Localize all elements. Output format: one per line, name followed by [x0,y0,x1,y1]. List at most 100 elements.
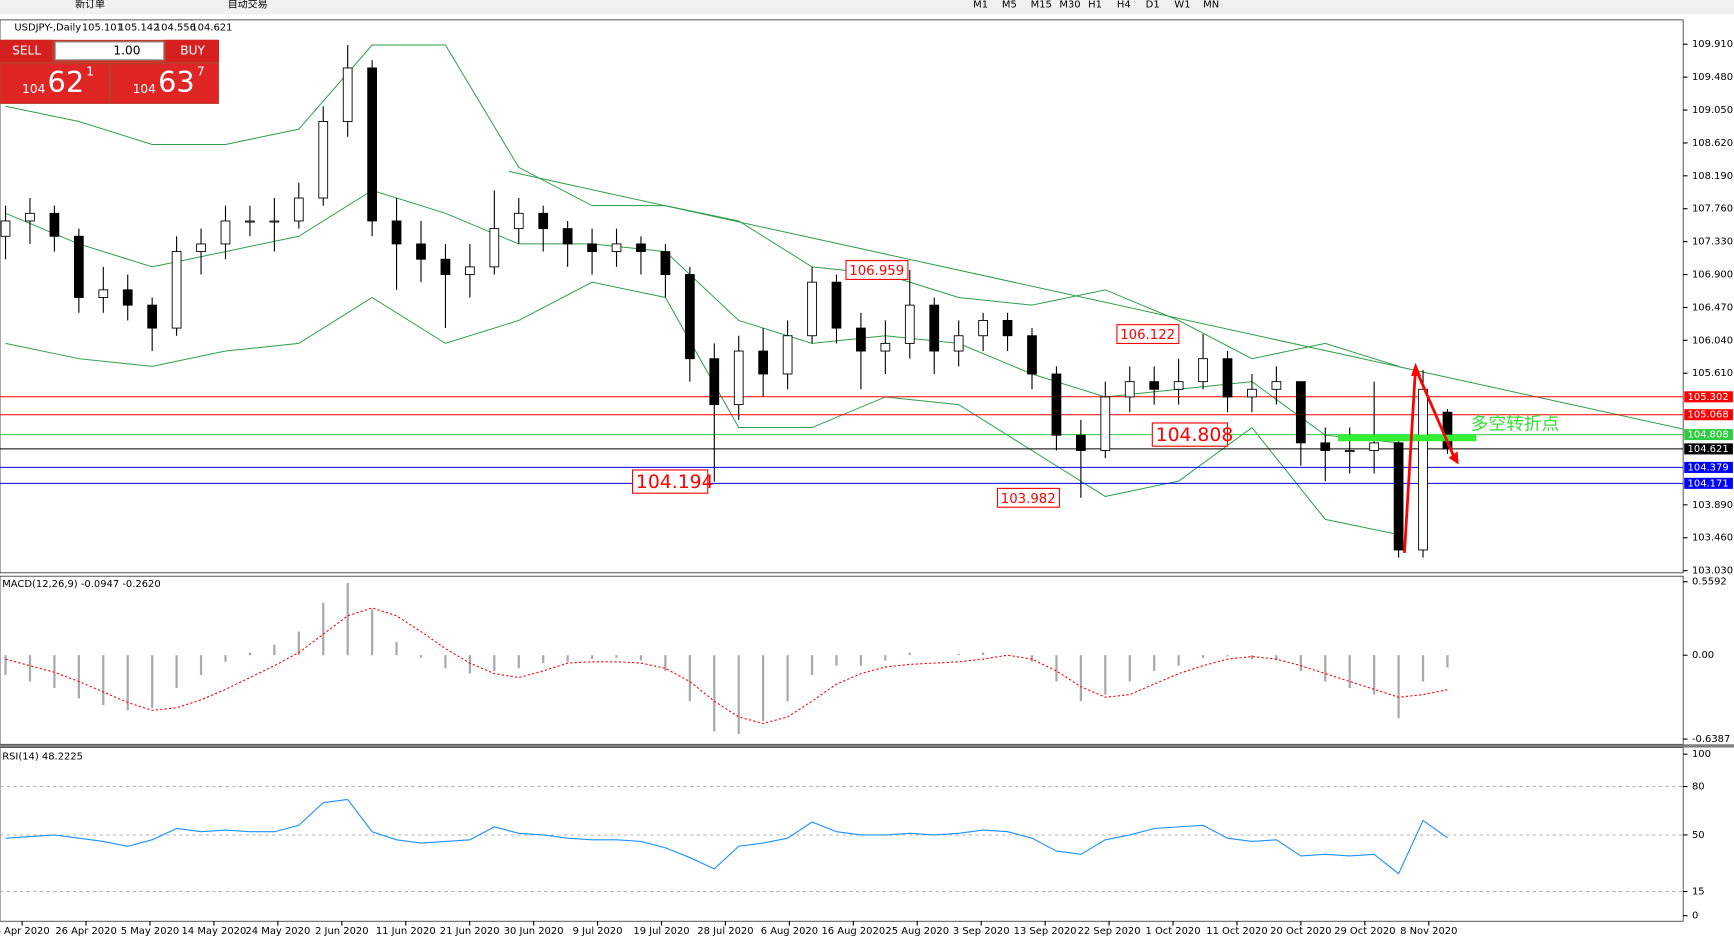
candle-body [49,212,60,237]
candle-body [122,289,133,306]
candle-body [269,220,280,223]
y-tick-label: 107.330 [1692,237,1733,248]
volume-box[interactable] [54,41,165,61]
buy-price-box[interactable] [111,64,218,103]
new-order[interactable]: 新订单 [75,0,105,10]
timeframe[interactable]: M15 [1031,0,1052,10]
candle-body [1198,358,1208,383]
x-tick-label: 21 Jun 2020 [440,926,500,937]
y-tick-label: 105.610 [1692,368,1733,379]
arrow-head [1411,362,1422,376]
callout-box [996,487,1060,508]
candle-body [1320,442,1331,451]
timeframe[interactable]: W1 [1174,0,1190,10]
buy-price-pips: 63 [158,65,195,99]
candle-body [1393,442,1404,551]
callout-label: 103.982 [1001,492,1056,507]
price-level-tag [1684,461,1733,473]
callout-label: 106.959 [849,264,904,279]
y-tick-label: 103.890 [1692,500,1733,511]
candle-body [220,220,231,245]
buy-button[interactable] [165,39,219,62]
macd-label: MACD(12,26,9) -0.0947 -0.2620 [2,579,161,590]
timeframe[interactable]: D1 [1146,0,1160,10]
buy-label[interactable]: BUY [180,43,205,57]
candle-body [978,319,988,337]
sell-button[interactable] [0,39,52,62]
price-panel [0,19,1684,574]
y-tick-label: 106.040 [1692,335,1733,346]
candle-body [1002,319,1013,337]
x-tick-label: 3 Sep 2020 [953,926,1010,937]
x-tick-label: 30 Jun 2020 [504,926,564,937]
y-tick-label: 50 [1692,830,1705,841]
x-tick-label: 22 Sep 2020 [1078,926,1141,937]
candle-body [73,235,84,298]
price-level-label: 104.808 [1688,430,1729,441]
candle-body [904,304,915,344]
sell-price-box[interactable] [1,64,109,103]
candle-body [758,350,769,375]
panel-divider [0,744,1734,748]
candle-body [880,342,891,352]
price-level-label: 105.068 [1688,410,1729,421]
candle-body [245,220,255,223]
y-tick-label: -0.6387 [1692,734,1730,745]
candle-body [733,350,744,406]
toolbar [0,0,1734,15]
y-tick-label: 108.620 [1692,138,1733,149]
x-tick-label: 8 Nov 2020 [1400,926,1457,937]
volume[interactable]: 1.00 [113,43,140,57]
x-tick-label: 14 May 2020 [182,926,247,937]
candle-body [147,304,158,329]
timeframe[interactable]: M1 [973,0,988,10]
annotation: 多空转折点 [1471,414,1559,435]
callout-label: 106.122 [1120,328,1175,343]
macd-chart: 0.5592 0.00 -0.6387 [4,577,1730,745]
candle-body [1173,381,1184,390]
timeframe[interactable]: M5 [1002,0,1017,10]
candle-body [465,266,475,275]
macd-panel [0,575,1684,745]
callout-box [632,469,709,494]
price-level-tag [1684,391,1733,403]
x-tick-label: 16 Aug 2020 [821,926,885,937]
toolbar-items: 新订单 自动交易 M1 M5 M15 M30 H1 H4 D1 W1 MN [75,0,1219,10]
callout-box [845,260,909,280]
timeframe[interactable]: H4 [1117,0,1131,10]
bollinger-upper [5,44,1399,367]
y-tick-label: 0.5592 [1692,577,1727,588]
timeframe[interactable]: H1 [1088,0,1102,10]
x-tick-label: 1 Oct 2020 [1145,926,1200,937]
timeframe[interactable]: M30 [1059,0,1080,10]
candle-body [1247,388,1257,398]
timeframe[interactable]: MN [1203,0,1219,10]
price-level-label: 104.621 [1688,444,1729,455]
candle-body [953,335,964,352]
auto-trading[interactable]: 自动交易 [228,0,268,10]
candle-body [1027,335,1037,375]
candle-body [293,197,304,222]
candle-body [1149,381,1160,390]
candle-body [831,281,842,329]
candle-body [1222,358,1233,398]
header-value: 105.101 [82,23,123,34]
rsi-panel [0,747,1684,922]
x-tick-label: 9 Jul 2020 [573,926,623,937]
candle-body [98,289,109,298]
y-tick-label: 109.480 [1692,72,1733,83]
sell-label[interactable]: SELL [12,43,41,57]
callout-box [1151,422,1229,447]
price-chart: 109.910 109.480 109.050 108.620 108.190 107.7… [0,39,1733,577]
x-tick-label: 2 Jun 2020 [315,926,368,937]
candle-body [196,243,206,253]
header-value: 104.556 [155,23,196,34]
price-level-tag [1684,477,1733,489]
candle-body [611,243,622,253]
price-level-label: 105.302 [1688,392,1729,403]
sell-price-pips: 62 [48,65,85,99]
one-click-trading: SELL BUY 1.00 104 62 1 104 63 7 [0,39,219,104]
x-tick-label: 20 Oct 2020 [1270,926,1331,937]
y-tick-label: 100 [1692,749,1711,760]
